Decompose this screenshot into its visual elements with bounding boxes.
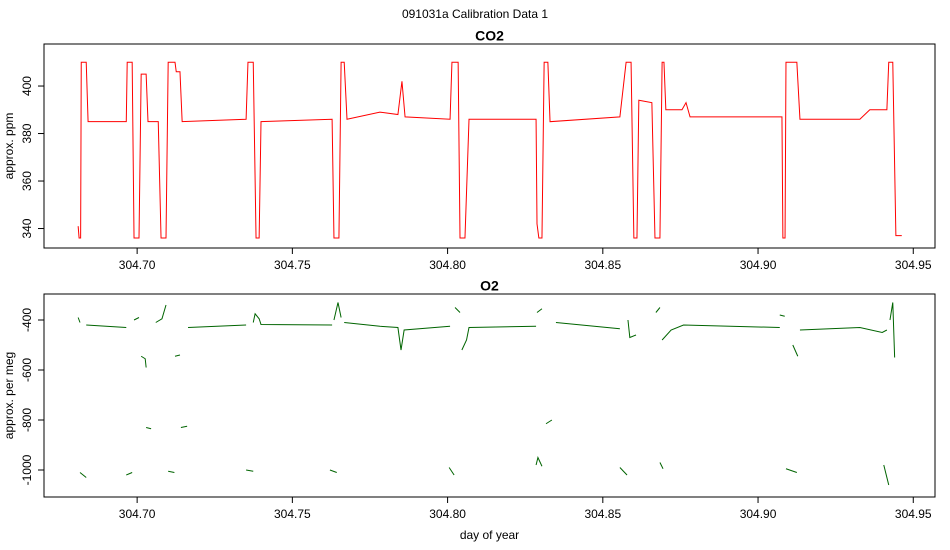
panel-title: CO2 bbox=[475, 28, 504, 44]
x-tick-label: 304.85 bbox=[584, 507, 621, 521]
x-tick-label: 304.70 bbox=[119, 258, 156, 272]
data-line bbox=[77, 61, 902, 239]
x-tick-label: 304.75 bbox=[274, 507, 311, 521]
y-axis-label: approx. per meg bbox=[2, 352, 16, 439]
y-tick-label: -400 bbox=[20, 308, 34, 332]
data-line bbox=[77, 302, 896, 486]
x-tick-label: 304.80 bbox=[429, 507, 466, 521]
y-tick-label: 380 bbox=[20, 123, 34, 143]
y-tick-label: 340 bbox=[20, 218, 34, 238]
y-axis-label: approx. ppm bbox=[2, 113, 16, 180]
y-tick-label: 360 bbox=[20, 171, 34, 191]
x-tick-label: 304.80 bbox=[429, 258, 466, 272]
y-tick-label: -800 bbox=[20, 408, 34, 432]
x-tick-label: 304.95 bbox=[895, 507, 932, 521]
plot-frame bbox=[43, 293, 936, 498]
x-tick-label: 304.75 bbox=[274, 258, 311, 272]
x-tick-label: 304.95 bbox=[895, 258, 932, 272]
plot-frame bbox=[43, 43, 936, 249]
y-tick-label: -600 bbox=[20, 358, 34, 382]
x-tick-label: 304.70 bbox=[119, 507, 156, 521]
figure-title: 091031a Calibration Data 1 bbox=[402, 7, 548, 21]
y-tick-label: -1000 bbox=[20, 454, 34, 485]
y-tick-label: 400 bbox=[20, 76, 34, 96]
x-tick-label: 304.85 bbox=[584, 258, 621, 272]
x-tick-label: 304.90 bbox=[740, 507, 777, 521]
x-tick-label: 304.90 bbox=[740, 258, 777, 272]
x-axis-label: day of year bbox=[460, 528, 519, 542]
panel-title: O2 bbox=[480, 278, 499, 294]
